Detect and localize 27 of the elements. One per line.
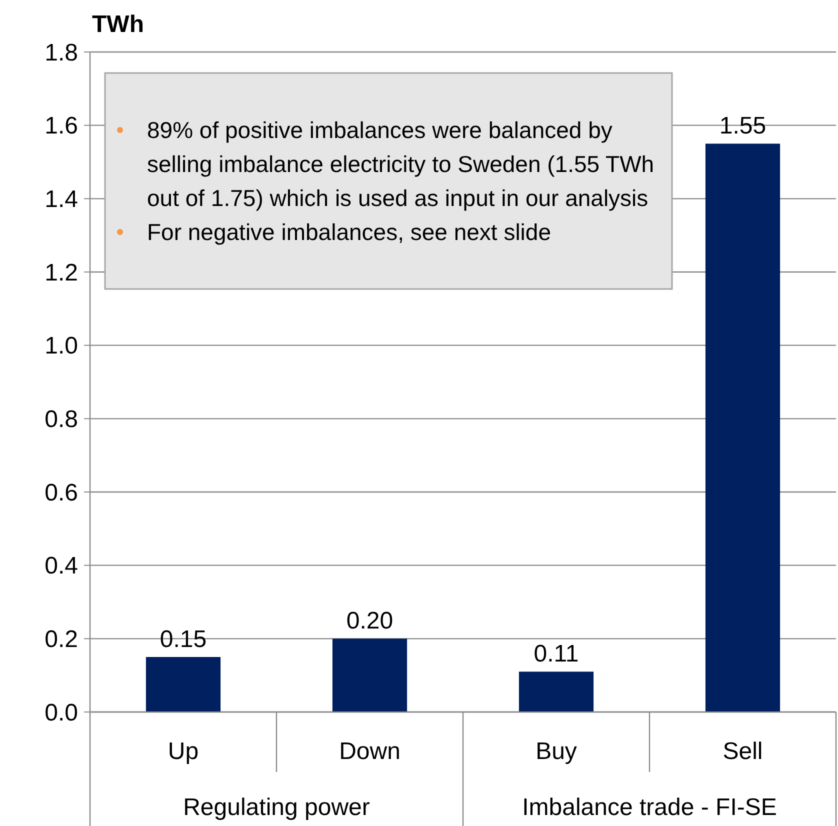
annotation: For negative imbalances, see next slide xyxy=(147,219,551,245)
bar xyxy=(332,638,408,712)
annotation: 89% of positive imbalances were balanced by selling imbalance electricity to Sweden (1.55 TWh out of 1.75) which is used as input in our analysis xyxy=(147,117,654,211)
x-tick-label: Down xyxy=(339,738,400,765)
data-label: 0.15 xyxy=(160,626,207,653)
text: Regulating power xyxy=(183,794,370,821)
y-tick-label: 1.8 xyxy=(44,39,78,66)
y-tick-label: 0.2 xyxy=(44,626,78,654)
bar xyxy=(146,657,221,712)
data-label: 1.55 xyxy=(719,112,766,140)
data-label: 0.11 xyxy=(534,640,579,668)
y-tick-label: 0.6 xyxy=(44,479,78,506)
y-tick-label: 0.4 xyxy=(44,552,78,580)
bar xyxy=(705,144,780,712)
y-tick-label: 0.8 xyxy=(44,406,78,434)
text: Imbalance trade - FI-SE xyxy=(522,794,777,821)
data-label: 0.20 xyxy=(346,608,394,635)
y-tick-label: 1.4 xyxy=(44,186,78,214)
x-tick-label: Up xyxy=(168,738,199,765)
y-tick-label: 1.0 xyxy=(44,332,78,360)
y-tick-label: 1.2 xyxy=(44,259,78,286)
x-tick-label: Sell xyxy=(722,738,763,765)
y-tick-label: 0.0 xyxy=(44,699,78,726)
bar xyxy=(518,672,594,712)
y-tick-label: 1.6 xyxy=(44,112,78,140)
y-axis-title: TWh xyxy=(92,11,144,38)
x-tick-label: Buy xyxy=(536,738,577,765)
